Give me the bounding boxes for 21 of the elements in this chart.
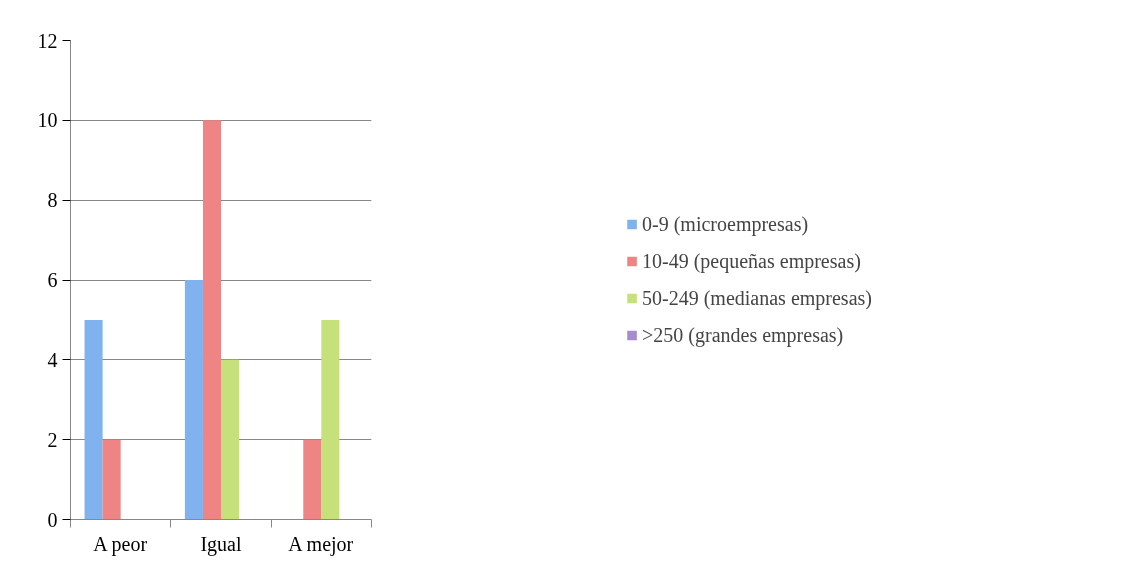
bar	[221, 359, 240, 520]
bar	[102, 439, 121, 520]
x-tick-label: A mejor	[288, 532, 354, 556]
legend-label: 10-49 (pequeñas empresas)	[642, 249, 861, 273]
y-tick-label: 2	[47, 428, 58, 451]
x-tick-label: A peor	[93, 532, 148, 556]
legend-label: 0-9 (microempresas)	[642, 212, 809, 236]
y-tick-label: 8	[47, 189, 58, 212]
bar	[84, 319, 103, 520]
y-tick-label: 4	[47, 348, 58, 371]
y-tick-label: 6	[47, 269, 58, 291]
y-tick-label: 12	[37, 29, 58, 52]
bar	[321, 319, 340, 520]
x-tick-label: Igual	[200, 532, 242, 556]
y-tick-label: 0	[47, 508, 58, 531]
bar	[202, 120, 221, 520]
legend-label: >250 (grandes empresas)	[642, 323, 844, 347]
y-tick-label: 10	[37, 109, 58, 132]
bar	[303, 439, 322, 520]
legend-label: 50-249 (medianas empresas)	[642, 286, 872, 310]
bar	[184, 280, 203, 520]
